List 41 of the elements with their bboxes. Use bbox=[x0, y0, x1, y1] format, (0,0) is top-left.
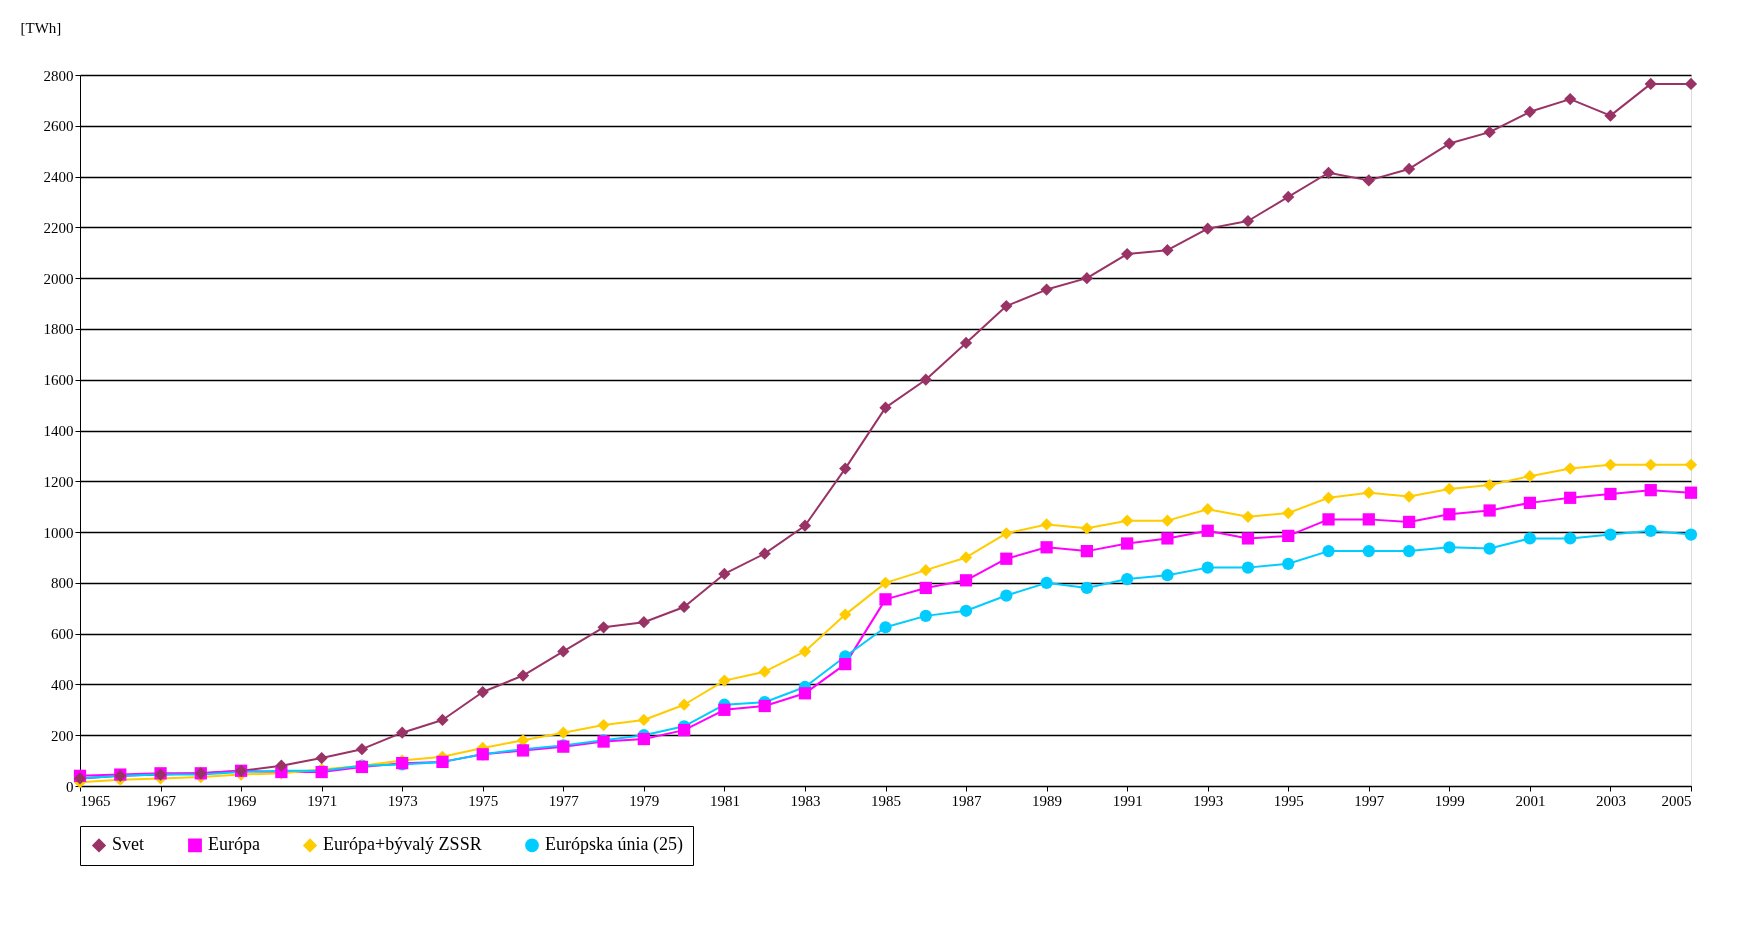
x-tick-label: 1985 bbox=[871, 792, 901, 809]
y-tick-label: 2600 bbox=[43, 118, 74, 135]
y-tick-label: 1000 bbox=[43, 524, 74, 541]
y-tick-label: 600 bbox=[51, 626, 74, 643]
x-tick-label: 1997 bbox=[1354, 792, 1385, 809]
y-tick-label: 2000 bbox=[43, 270, 74, 287]
y-tick-label: 1200 bbox=[43, 473, 74, 490]
x-tick-label: 1995 bbox=[1273, 792, 1304, 809]
x-tick-label: 1983 bbox=[790, 792, 821, 809]
x-tick-label: 1993 bbox=[1193, 792, 1224, 809]
x-tick-label: 1969 bbox=[226, 792, 257, 809]
x-tick-label: 1971 bbox=[307, 792, 338, 809]
y-tick-label: 400 bbox=[51, 676, 74, 693]
x-tick-label: 1975 bbox=[468, 792, 499, 809]
x-tick-label: 1981 bbox=[709, 792, 740, 809]
x-tick-label: 1977 bbox=[548, 792, 580, 809]
y-tick-label: 1800 bbox=[43, 321, 74, 338]
x-tick-label: 1999 bbox=[1434, 792, 1465, 809]
x-tick-label: 1965 bbox=[80, 792, 111, 809]
x-tick-label: 1987 bbox=[951, 792, 983, 809]
x-tick-label: 1989 bbox=[1032, 792, 1063, 809]
y-axis-title: [TWh] bbox=[20, 19, 62, 36]
x-tick-label: 1967 bbox=[146, 792, 177, 809]
x-tick-label: 2003 bbox=[1595, 792, 1626, 809]
legend-label: Svet bbox=[112, 834, 145, 855]
y-tick-label: 800 bbox=[51, 575, 74, 592]
y-tick-label: 200 bbox=[51, 727, 74, 744]
legend-label: Európa+bývalý ZSSR bbox=[323, 834, 482, 855]
x-tick-label: 2001 bbox=[1515, 792, 1546, 809]
y-tick-label: 2800 bbox=[43, 67, 74, 84]
y-tick-label: 2200 bbox=[43, 219, 74, 236]
x-tick-label: 1991 bbox=[1112, 792, 1143, 809]
x-tick-label: 1979 bbox=[629, 792, 660, 809]
x-tick-label: 2005 bbox=[1661, 792, 1692, 809]
x-tick-label: 1973 bbox=[387, 792, 418, 809]
legend-label: Európa bbox=[208, 834, 260, 855]
y-tick-label: 2400 bbox=[43, 169, 74, 186]
legend-label: Európska únia (25) bbox=[545, 834, 683, 856]
y-tick-label: 0 bbox=[66, 778, 74, 795]
y-tick-label: 1600 bbox=[43, 372, 74, 389]
y-tick-label: 1400 bbox=[43, 423, 74, 439]
